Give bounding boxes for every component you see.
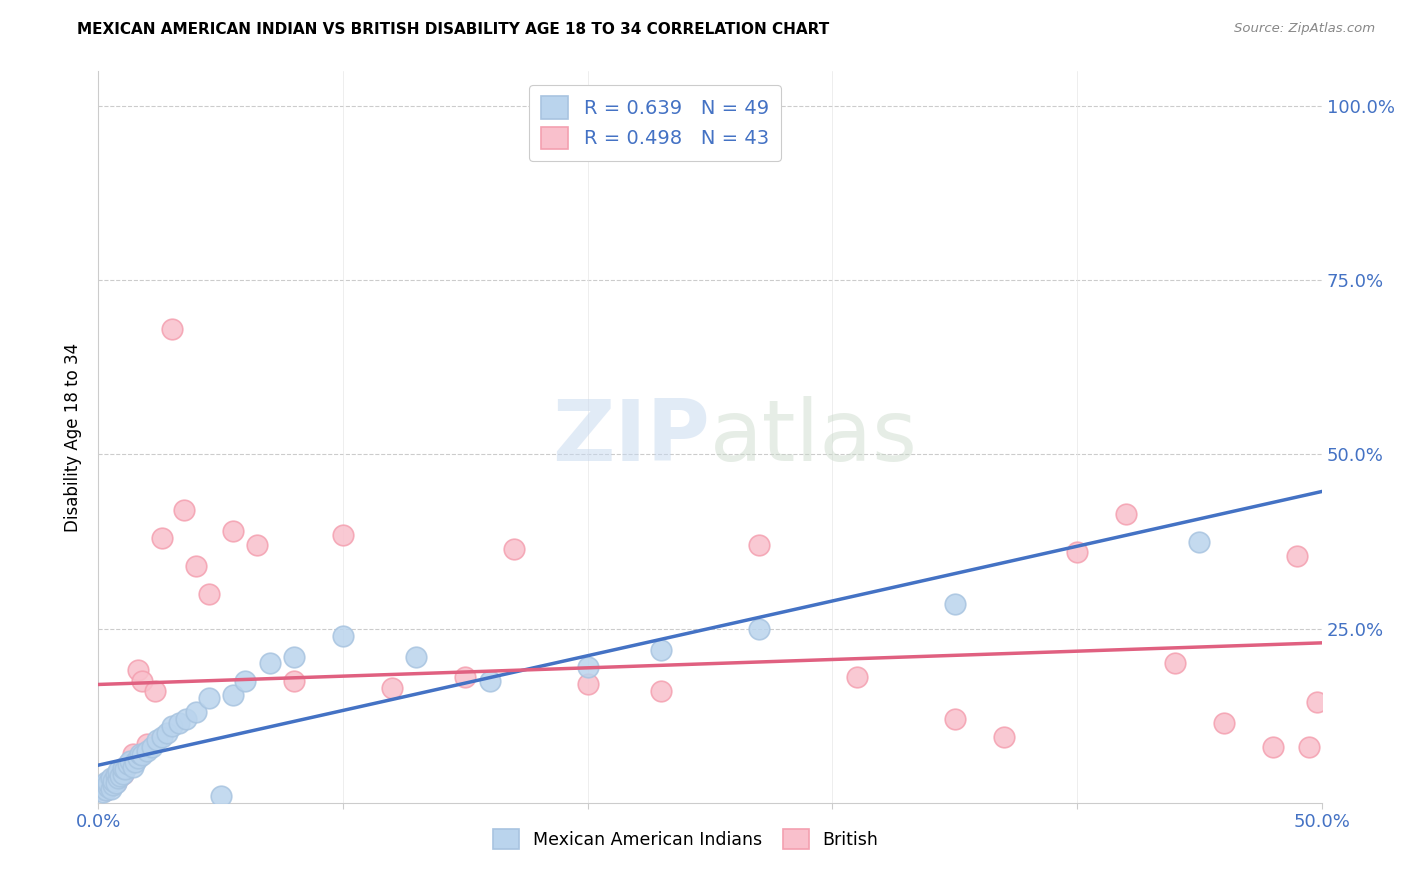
Text: atlas: atlas bbox=[710, 395, 918, 479]
Point bbox=[160, 719, 183, 733]
Point bbox=[748, 622, 770, 636]
Point bbox=[197, 691, 219, 706]
Point bbox=[101, 778, 124, 792]
Point bbox=[131, 673, 153, 688]
Point bbox=[176, 712, 198, 726]
Point bbox=[503, 541, 526, 556]
Point bbox=[110, 769, 132, 783]
Point bbox=[111, 761, 134, 775]
Point bbox=[222, 688, 245, 702]
Point bbox=[943, 712, 966, 726]
Point bbox=[136, 743, 159, 757]
Point bbox=[111, 766, 134, 780]
Point bbox=[748, 538, 770, 552]
Point bbox=[167, 715, 190, 730]
Point bbox=[1298, 740, 1320, 755]
Point bbox=[141, 740, 163, 755]
Point bbox=[101, 772, 124, 786]
Point bbox=[1286, 549, 1309, 563]
Point bbox=[114, 763, 136, 777]
Text: Source: ZipAtlas.com: Source: ZipAtlas.com bbox=[1234, 22, 1375, 36]
Point bbox=[94, 783, 117, 797]
Point bbox=[100, 772, 122, 786]
Point bbox=[650, 642, 672, 657]
Point bbox=[104, 776, 127, 790]
Point bbox=[104, 775, 127, 789]
Point bbox=[1212, 715, 1234, 730]
Point bbox=[91, 785, 114, 799]
Point bbox=[97, 776, 120, 790]
Point bbox=[150, 531, 173, 545]
Point bbox=[845, 670, 868, 684]
Point bbox=[576, 677, 599, 691]
Point bbox=[332, 527, 354, 541]
Point bbox=[1066, 545, 1088, 559]
Point bbox=[1164, 657, 1187, 671]
Point bbox=[121, 759, 143, 773]
Point bbox=[156, 726, 179, 740]
Point bbox=[1261, 740, 1284, 755]
Text: MEXICAN AMERICAN INDIAN VS BRITISH DISABILITY AGE 18 TO 34 CORRELATION CHART: MEXICAN AMERICAN INDIAN VS BRITISH DISAB… bbox=[77, 22, 830, 37]
Point bbox=[246, 538, 269, 552]
Point bbox=[405, 649, 427, 664]
Point bbox=[209, 789, 232, 803]
Point bbox=[131, 748, 153, 763]
Point bbox=[127, 750, 149, 764]
Point bbox=[222, 524, 245, 538]
Point bbox=[107, 772, 129, 786]
Point bbox=[100, 781, 122, 796]
Point bbox=[233, 673, 256, 688]
Point bbox=[110, 769, 132, 783]
Point bbox=[97, 775, 120, 789]
Point bbox=[91, 778, 114, 792]
Point bbox=[94, 775, 117, 789]
Text: ZIP: ZIP bbox=[553, 395, 710, 479]
Point bbox=[143, 684, 166, 698]
Point bbox=[650, 684, 672, 698]
Point bbox=[197, 587, 219, 601]
Point bbox=[146, 733, 169, 747]
Point bbox=[121, 747, 143, 761]
Point bbox=[332, 629, 354, 643]
Point bbox=[1115, 507, 1137, 521]
Point bbox=[259, 657, 281, 671]
Point bbox=[120, 754, 142, 768]
Point bbox=[117, 757, 139, 772]
Point bbox=[283, 649, 305, 664]
Point bbox=[90, 781, 112, 796]
Point bbox=[114, 763, 136, 777]
Point bbox=[124, 756, 146, 770]
Point bbox=[136, 737, 159, 751]
Point bbox=[97, 780, 120, 795]
Point bbox=[1188, 534, 1211, 549]
Point bbox=[100, 778, 122, 792]
Point bbox=[107, 768, 129, 782]
Point bbox=[1306, 695, 1329, 709]
Point bbox=[993, 730, 1015, 744]
Point bbox=[90, 781, 112, 796]
Legend: Mexican American Indians, British: Mexican American Indians, British bbox=[486, 822, 886, 856]
Point bbox=[104, 768, 127, 782]
Point bbox=[129, 747, 152, 761]
Point bbox=[101, 773, 124, 788]
Y-axis label: Disability Age 18 to 34: Disability Age 18 to 34 bbox=[65, 343, 83, 532]
Point bbox=[478, 673, 501, 688]
Point bbox=[91, 778, 114, 792]
Point bbox=[107, 764, 129, 779]
Point bbox=[576, 660, 599, 674]
Point bbox=[454, 670, 477, 684]
Point bbox=[381, 681, 404, 695]
Point bbox=[127, 664, 149, 678]
Point bbox=[173, 503, 195, 517]
Point bbox=[160, 322, 183, 336]
Point bbox=[186, 558, 208, 573]
Point bbox=[283, 673, 305, 688]
Point bbox=[111, 766, 134, 780]
Point bbox=[117, 757, 139, 772]
Point bbox=[943, 597, 966, 611]
Point bbox=[94, 783, 117, 797]
Point bbox=[186, 705, 208, 719]
Point bbox=[150, 730, 173, 744]
